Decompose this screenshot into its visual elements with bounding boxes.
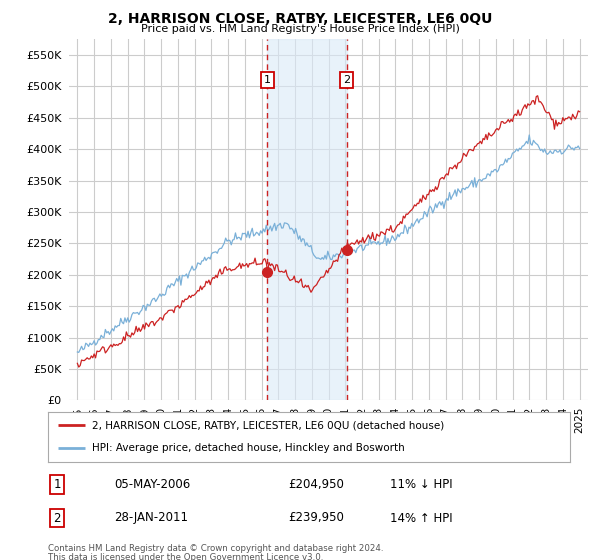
Text: This data is licensed under the Open Government Licence v3.0.: This data is licensed under the Open Gov… [48,553,323,560]
Text: Price paid vs. HM Land Registry's House Price Index (HPI): Price paid vs. HM Land Registry's House … [140,24,460,34]
Text: 14% ↑ HPI: 14% ↑ HPI [390,511,452,525]
Text: 2, HARRISON CLOSE, RATBY, LEICESTER, LE6 0QU: 2, HARRISON CLOSE, RATBY, LEICESTER, LE6… [108,12,492,26]
Text: 05-MAY-2006: 05-MAY-2006 [114,478,190,491]
Text: £204,950: £204,950 [288,478,344,491]
Text: HPI: Average price, detached house, Hinckley and Bosworth: HPI: Average price, detached house, Hinc… [92,444,405,454]
Text: 28-JAN-2011: 28-JAN-2011 [114,511,188,525]
Text: 2: 2 [53,511,61,525]
Text: 2: 2 [343,75,350,85]
Text: Contains HM Land Registry data © Crown copyright and database right 2024.: Contains HM Land Registry data © Crown c… [48,544,383,553]
Text: 2, HARRISON CLOSE, RATBY, LEICESTER, LE6 0QU (detached house): 2, HARRISON CLOSE, RATBY, LEICESTER, LE6… [92,420,445,430]
Text: 1: 1 [264,75,271,85]
Text: £239,950: £239,950 [288,511,344,525]
Text: 1: 1 [53,478,61,491]
Text: 11% ↓ HPI: 11% ↓ HPI [390,478,452,491]
Bar [268,39,347,400]
